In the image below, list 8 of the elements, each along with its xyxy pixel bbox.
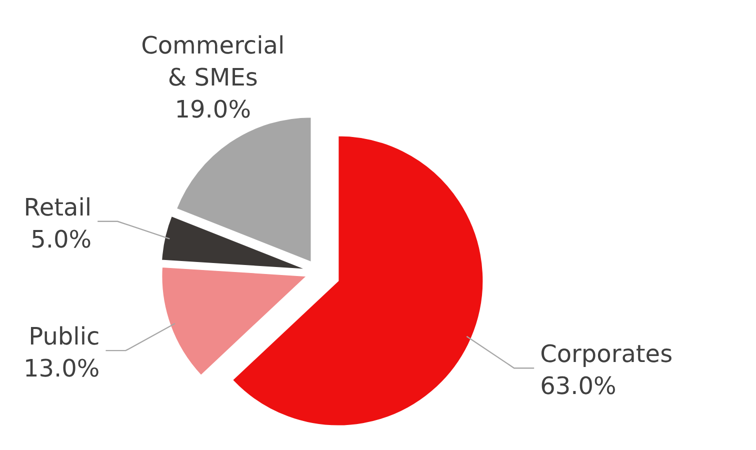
data-label: 13.0% [23, 354, 100, 383]
data-label: 63.0% [540, 372, 616, 400]
slice-label: Public [28, 322, 100, 351]
data-label: 5.0% [30, 225, 92, 254]
slice-label: Retail [24, 193, 92, 222]
slice-label: Commercial & SMEs [141, 31, 285, 92]
data-label: 19.0% [174, 95, 252, 124]
slice-label: Corporates [540, 340, 673, 368]
